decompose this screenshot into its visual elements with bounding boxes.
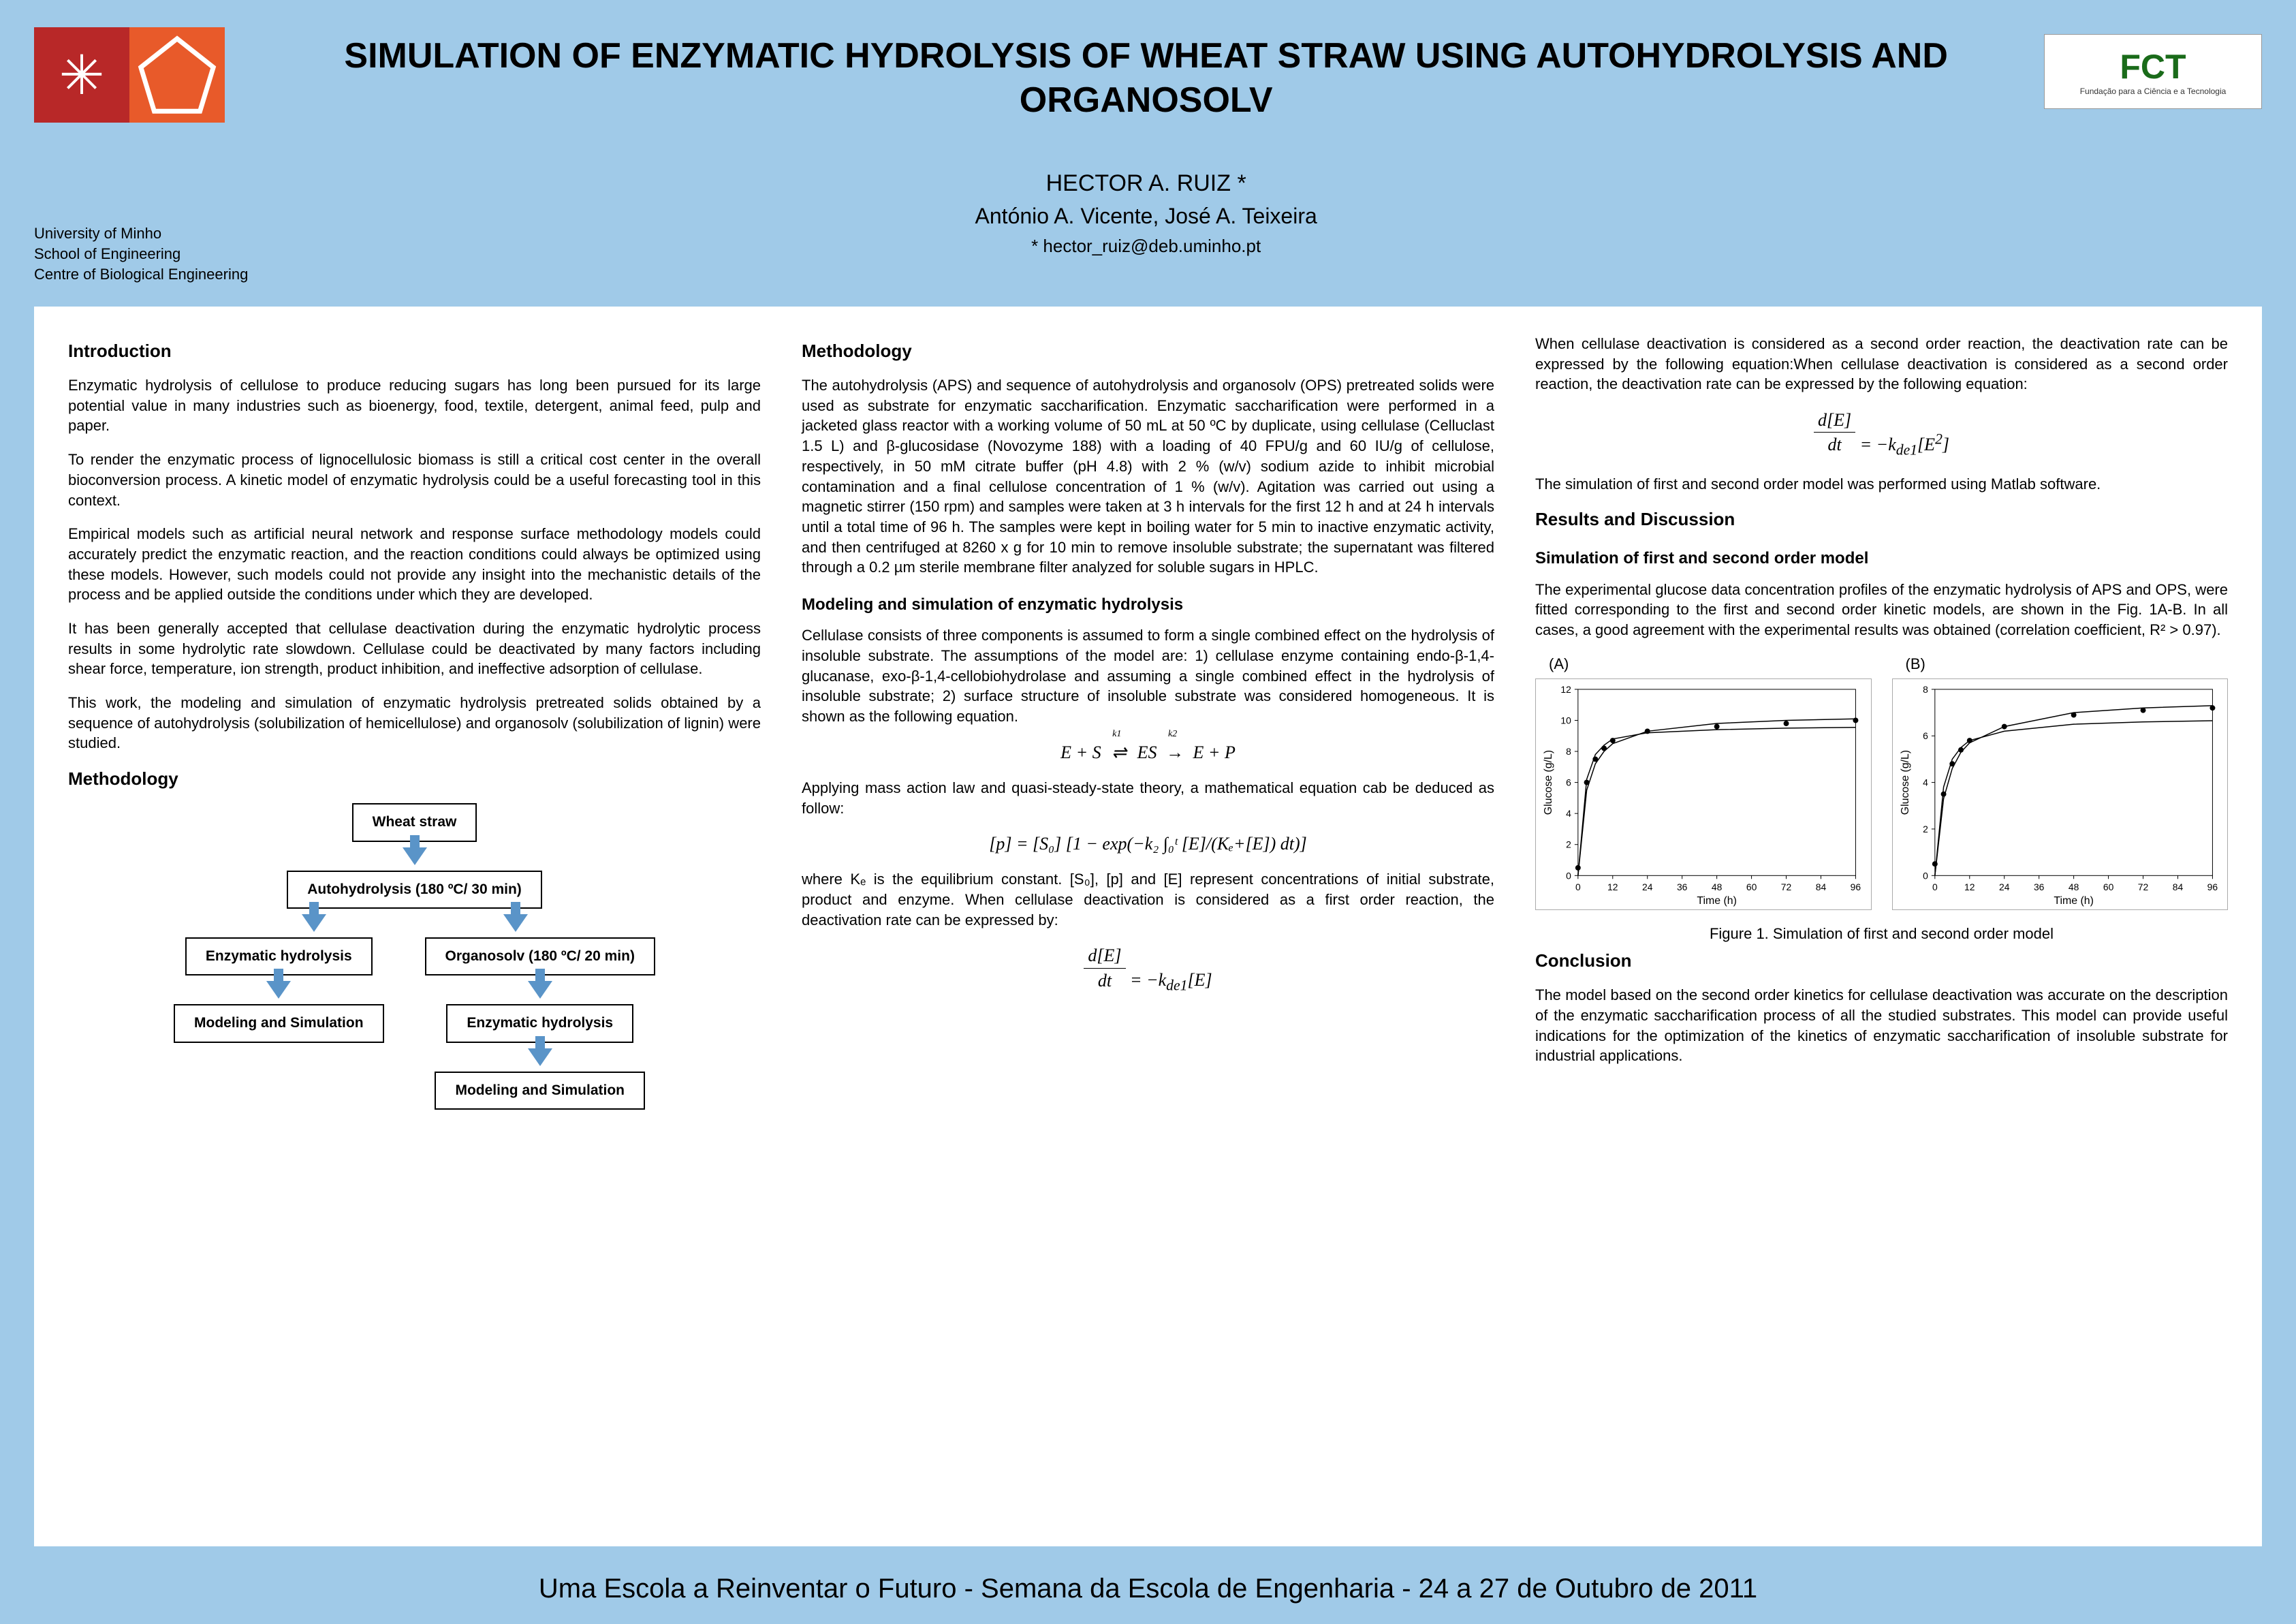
svg-text:72: 72 <box>2137 881 2148 892</box>
poster-footer: Uma Escola a Reinventar o Futuro - Seman… <box>34 1546 2262 1604</box>
affiliation: University of Minho School of Engineerin… <box>34 225 248 283</box>
svg-text:Time (h): Time (h) <box>1697 895 1737 907</box>
svg-text:0: 0 <box>1932 881 1937 892</box>
col3-p2: The simulation of first and second order… <box>1535 474 2228 495</box>
svg-text:4: 4 <box>1566 808 1571 819</box>
affil-line-1: University of Minho <box>34 225 248 243</box>
svg-text:24: 24 <box>1999 881 2010 892</box>
heading-introduction: Introduction <box>68 339 761 363</box>
svg-text:12: 12 <box>1560 683 1571 694</box>
svg-text:48: 48 <box>2068 881 2079 892</box>
svg-text:10: 10 <box>1560 715 1571 725</box>
svg-text:84: 84 <box>1816 881 1827 892</box>
results-p1: The experimental glucose data concentrat… <box>1535 580 2228 640</box>
svg-text:2: 2 <box>1566 839 1571 849</box>
svg-text:24: 24 <box>1642 881 1653 892</box>
conclusion-p: The model based on the second order kine… <box>1535 985 2228 1066</box>
logo-pentagon-icon <box>129 27 225 123</box>
intro-p4: It has been generally accepted that cell… <box>68 619 761 679</box>
flow-modeling-right: Modeling and Simulation <box>435 1072 645 1110</box>
arrow-down-icon <box>302 914 326 932</box>
chart-a-label: (A) <box>1535 654 1872 674</box>
flow-autohydrolysis: Autohydrolysis (180 ºC/ 30 min) <box>287 871 542 909</box>
arrow-down-icon <box>403 847 427 865</box>
flowchart: Wheat straw Autohydrolysis (180 ºC/ 30 m… <box>68 803 761 1110</box>
heading-methodology-flow: Methodology <box>68 767 761 791</box>
svg-text:72: 72 <box>1781 881 1792 892</box>
affil-line-3: Centre of Biological Engineering <box>34 266 248 283</box>
fct-logo: FCT Fundação para a Ciência e a Tecnolog… <box>2044 34 2262 109</box>
svg-text:84: 84 <box>2172 881 2183 892</box>
equation-2: [p] = [S₀] [1 − exp(−k₂ ∫₀ᵗ [E]/(Kₑ+[E])… <box>802 832 1494 856</box>
arrow-down-icon <box>528 981 552 999</box>
fct-label: FCT <box>2120 47 2186 87</box>
authors-other: António A. Vicente, José A. Teixeira <box>268 204 2024 229</box>
poster-header: ✳ University of Minho School of Engineer… <box>34 27 2262 286</box>
svg-text:Glucose (g/L): Glucose (g/L) <box>1900 749 1911 814</box>
model-p1: Cellulase consists of three components i… <box>802 625 1494 726</box>
column-1: Introduction Enzymatic hydrolysis of cel… <box>68 334 761 1519</box>
logo-star-icon: ✳ <box>34 27 129 123</box>
svg-text:8: 8 <box>1923 683 1928 694</box>
poster-content: Introduction Enzymatic hydrolysis of cel… <box>34 307 2262 1546</box>
svg-text:6: 6 <box>1923 730 1928 741</box>
svg-text:60: 60 <box>2103 881 2113 892</box>
heading-conclusion: Conclusion <box>1535 949 2228 973</box>
heading-simulation: Simulation of first and second order mod… <box>1535 548 2228 569</box>
model-p3: where Kₑ is the equilibrium constant. [S… <box>802 869 1494 930</box>
fct-subtitle: Fundação para a Ciência e a Tecnologia <box>2080 87 2227 96</box>
column-2: Methodology The autohydrolysis (APS) and… <box>802 334 1494 1519</box>
heading-methodology: Methodology <box>802 339 1494 363</box>
svg-text:48: 48 <box>1712 881 1723 892</box>
title-area: SIMULATION OF ENZYMATIC HYDROLYSIS OF WH… <box>268 27 2024 257</box>
svg-text:0: 0 <box>1566 870 1571 881</box>
affil-line-2: School of Engineering <box>34 245 248 263</box>
equation-4: d[E] dt = −kde1[E2] <box>1535 408 2228 460</box>
svg-text:8: 8 <box>1566 746 1571 757</box>
heading-modeling: Modeling and simulation of enzymatic hyd… <box>802 594 1494 616</box>
arrow-down-icon <box>266 981 291 999</box>
chart-b-label: (B) <box>1892 654 2229 674</box>
svg-text:96: 96 <box>2207 881 2218 892</box>
svg-text:Time (h): Time (h) <box>2054 895 2094 907</box>
chart-a: 01224364860728496024681012Time (h)Glucos… <box>1535 678 1872 910</box>
heading-results: Results and Discussion <box>1535 507 2228 531</box>
equation-1: E + S k1⇌ ES k2→ E + P <box>802 740 1494 764</box>
svg-text:36: 36 <box>1677 881 1688 892</box>
col3-p1: When cellulase deactivation is considere… <box>1535 334 2228 394</box>
svg-text:2: 2 <box>1923 823 1928 834</box>
svg-text:36: 36 <box>2033 881 2044 892</box>
arrow-down-icon <box>528 1048 552 1066</box>
intro-p3: Empirical models such as artificial neur… <box>68 524 761 605</box>
svg-text:4: 4 <box>1923 777 1928 787</box>
svg-text:0: 0 <box>1923 870 1928 881</box>
author-email: * hector_ruiz@deb.uminho.pt <box>268 236 2024 257</box>
chart-b: 0122436486072849602468Time (h)Glucose (g… <box>1892 678 2229 910</box>
equation-3: d[E] dt = −kde1[E] <box>802 943 1494 996</box>
svg-text:12: 12 <box>1607 881 1618 892</box>
author-main: HECTOR A. RUIZ * <box>268 170 2024 197</box>
column-3: When cellulase deactivation is considere… <box>1535 334 2228 1519</box>
flow-modeling-left: Modeling and Simulation <box>174 1004 384 1042</box>
figure-1: (A) 01224364860728496024681012Time (h)Gl… <box>1535 654 2228 910</box>
svg-text:Glucose (g/L): Glucose (g/L) <box>1543 749 1554 814</box>
svg-text:96: 96 <box>1851 881 1861 892</box>
intro-p2: To render the enzymatic process of ligno… <box>68 450 761 510</box>
svg-text:6: 6 <box>1566 777 1571 787</box>
intro-p5: This work, the modeling and simulation o… <box>68 693 761 753</box>
right-block: FCT Fundação para a Ciência e a Tecnolog… <box>2044 27 2262 109</box>
svg-text:60: 60 <box>1746 881 1757 892</box>
left-block: ✳ University of Minho School of Engineer… <box>34 27 248 286</box>
uminho-logo: ✳ <box>34 27 248 123</box>
poster-title: SIMULATION OF ENZYMATIC HYDROLYSIS OF WH… <box>268 34 2024 123</box>
figure-caption: Figure 1. Simulation of first and second… <box>1535 924 2228 944</box>
svg-text:12: 12 <box>1964 881 1975 892</box>
model-p2: Applying mass action law and quasi-stead… <box>802 778 1494 818</box>
meth-p1: The autohydrolysis (APS) and sequence of… <box>802 375 1494 578</box>
svg-text:0: 0 <box>1575 881 1581 892</box>
intro-p1: Enzymatic hydrolysis of cellulose to pro… <box>68 375 761 436</box>
arrow-down-icon <box>503 914 528 932</box>
